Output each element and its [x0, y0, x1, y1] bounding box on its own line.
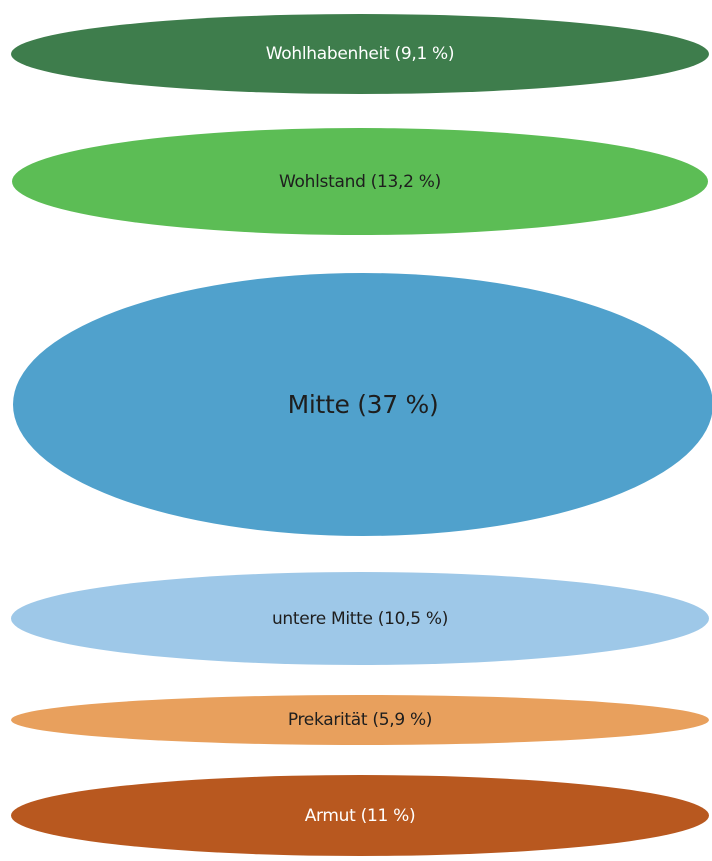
- stratum-armut-label: Armut (11 %): [304, 805, 416, 826]
- stratum-mitte-label: Mitte (37 %): [287, 390, 439, 419]
- stratum-mitte-ellipse: Mitte (37 %): [13, 273, 712, 536]
- stratum-untere-mitte-label: untere Mitte (10,5 %): [271, 608, 449, 629]
- stratum-prekaritaet-ellipse: Prekarität (5,9 %): [11, 695, 709, 745]
- stratum-wohlstand-label: Wohlstand (13,2 %): [279, 171, 441, 192]
- stratum-wohlhabenheit-ellipse: Wohlhabenheit (9,1 %): [11, 14, 709, 94]
- stratum-untere-mitte-ellipse: untere Mitte (10,5 %): [11, 572, 709, 665]
- stratum-armut-ellipse: Armut (11 %): [11, 775, 709, 856]
- stratum-wohlstand-ellipse: Wohlstand (13,2 %): [12, 128, 708, 235]
- stratum-prekaritaet-label: Prekarität (5,9 %): [287, 710, 433, 730]
- stratum-wohlhabenheit-label: Wohlhabenheit (9,1 %): [265, 44, 455, 64]
